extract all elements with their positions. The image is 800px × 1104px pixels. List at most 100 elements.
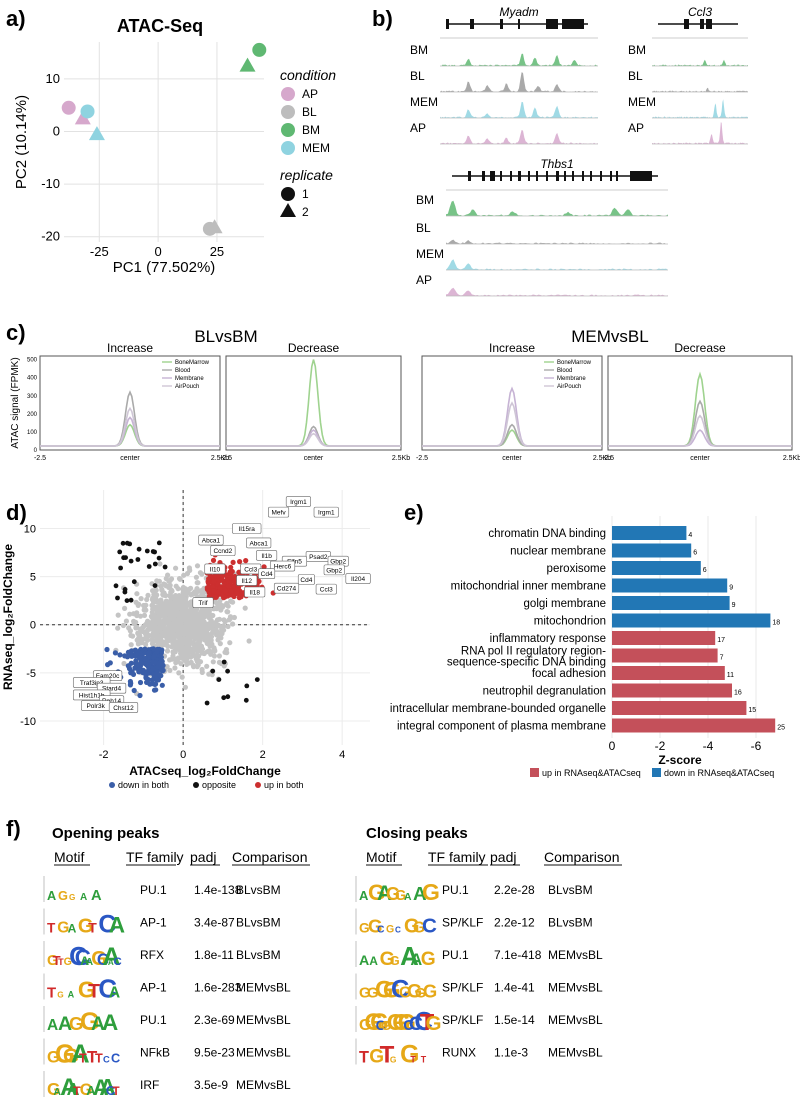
motif-tf: PU.1 [140, 883, 167, 897]
motif-logo-letter: A [109, 913, 125, 938]
volcano-point-ns [215, 604, 221, 611]
gene-exon [468, 171, 471, 181]
volcano-point-ns [138, 596, 144, 602]
volcano-legend-dot [193, 782, 199, 788]
signal-track-Ccl3-BM [652, 59, 748, 66]
panel-label-b: b) [372, 6, 393, 31]
gene-exon [536, 171, 538, 181]
volcano-point-ns [211, 653, 217, 659]
volcano-point-ns [193, 633, 199, 639]
volcano-point-ns [204, 663, 210, 669]
profile-frame [39, 355, 221, 451]
volcano-point-ns [184, 570, 191, 577]
volcano-point-down [145, 660, 151, 666]
motif-logo-letter: G [365, 1009, 384, 1036]
volcano-point-ns [127, 628, 133, 634]
volcano-point-ns [160, 601, 166, 608]
volcano-legend-dot [109, 782, 115, 788]
motif-logo-letter: A [108, 958, 114, 967]
motif-logo-letter: G [422, 879, 440, 905]
pca-legend-label-BM: BM [302, 123, 320, 137]
motif-logo-letter: A [68, 990, 75, 1000]
profile-xtick: 2.5Kb [211, 455, 229, 462]
motif-header-0: Motif [54, 849, 84, 865]
volcano-point-down [145, 653, 151, 659]
gene-label-box [236, 575, 258, 586]
volcano-point-ns [230, 621, 236, 627]
track-label-AP: AP [628, 121, 644, 135]
motif-padj: 1.8e-11 [194, 948, 234, 962]
pca-legend-replicate-title: replicate [280, 167, 333, 183]
motif-header-1: TF family [126, 849, 184, 865]
volcano-point-ns [166, 584, 173, 590]
motif-logo-letter: G [413, 920, 425, 937]
motif-logo-letter: G [55, 1041, 75, 1069]
pca-plot-area [64, 42, 264, 242]
profile-xtick: -2.5 [220, 455, 232, 462]
pca-point-BM-rep1 [252, 42, 267, 57]
volcano-point-ns [150, 606, 156, 612]
profile-panel-title: Increase [489, 341, 535, 355]
motif-logo-letter: G [57, 990, 63, 1000]
go-bar [612, 596, 730, 610]
signal-track-Myadm-BM [440, 53, 598, 66]
pca-ytick: 0 [53, 123, 60, 138]
motif-logo-letter: G [415, 986, 426, 1002]
volcano-point-down [132, 647, 138, 653]
pca-plot: ATAC-Seq -25 0 25 -20 -10 0 10 PC1 (77.502%) P… [13, 16, 336, 276]
volcano-ytick: -10 [20, 716, 36, 728]
motif-logo-letter: T [58, 957, 64, 967]
volcano-point-ns [131, 621, 137, 627]
motif-logo-letter: A [91, 888, 102, 904]
volcano-point-ns [161, 617, 167, 624]
volcano-point-up [236, 569, 242, 575]
volcano-point-opposite [156, 540, 162, 546]
motif-logo-letter: G [380, 948, 395, 970]
volcano-point-ns [144, 628, 150, 634]
track-label-BL: BL [416, 221, 431, 235]
motif-logo-letter: A [377, 882, 392, 905]
motif-logo-letter: G [69, 1013, 83, 1034]
motif-logo-letter: G [359, 921, 370, 936]
volcano-point-ns [190, 591, 196, 597]
motif-header-0: Motif [366, 849, 396, 865]
go-count-label: 16 [734, 690, 742, 697]
motif-comparison: MEMvsBL [548, 1046, 603, 1060]
volcano-point-ns [177, 576, 183, 582]
volcano-point-up [237, 559, 243, 565]
motif-padj: 1.4e-41 [494, 981, 535, 995]
gene-label-text: Polr3k [86, 703, 105, 710]
volcano-point-ns [145, 592, 151, 599]
profile-xtick: center [304, 455, 324, 462]
volcano-point-ns [197, 570, 203, 576]
gene-exon [582, 171, 584, 181]
volcano-point-ns [167, 577, 173, 584]
pca-legend-swatch-MEM [281, 141, 295, 155]
volcano-point-ns [189, 640, 195, 646]
genome-tracks: Myadm BM BL MEM AP Ccl3 BM BL MEM AP Thbs1 BM BL MEM A… [410, 5, 748, 297]
motif-comparison: BLvsBM [548, 916, 593, 930]
profile-ytick: 300 [27, 394, 38, 400]
motif-logo-letter: C [106, 1083, 116, 1098]
volcano-point-up [234, 590, 240, 597]
motif-logo-letter: T [53, 953, 61, 968]
motif-logo-letter: T [421, 1055, 427, 1065]
gene-exon [616, 171, 618, 181]
pca-legend-rep1-marker [281, 187, 295, 201]
volcano-point-ns [185, 589, 191, 596]
volcano-point-ns [176, 670, 182, 676]
go-bar [612, 666, 725, 680]
volcano-point-opposite [115, 595, 120, 601]
gene-label-box [246, 537, 272, 549]
volcano-xlabel: ATACseq_log₂FoldChange [129, 764, 281, 778]
gene-label-text: Ccnd2 [213, 548, 232, 555]
motif-logo-letter: G [368, 880, 385, 905]
motif-logo-letter: G [375, 978, 393, 1004]
motif-logo-letter: C [391, 976, 409, 1004]
go-category-label: nuclear membrane [510, 546, 606, 558]
gene-label-box [204, 563, 226, 575]
volcano-point-up [225, 583, 231, 589]
volcano-point-ns [212, 648, 218, 654]
motif-logo-letter: A [404, 892, 412, 903]
pca-point-BL-rep2 [206, 219, 223, 234]
